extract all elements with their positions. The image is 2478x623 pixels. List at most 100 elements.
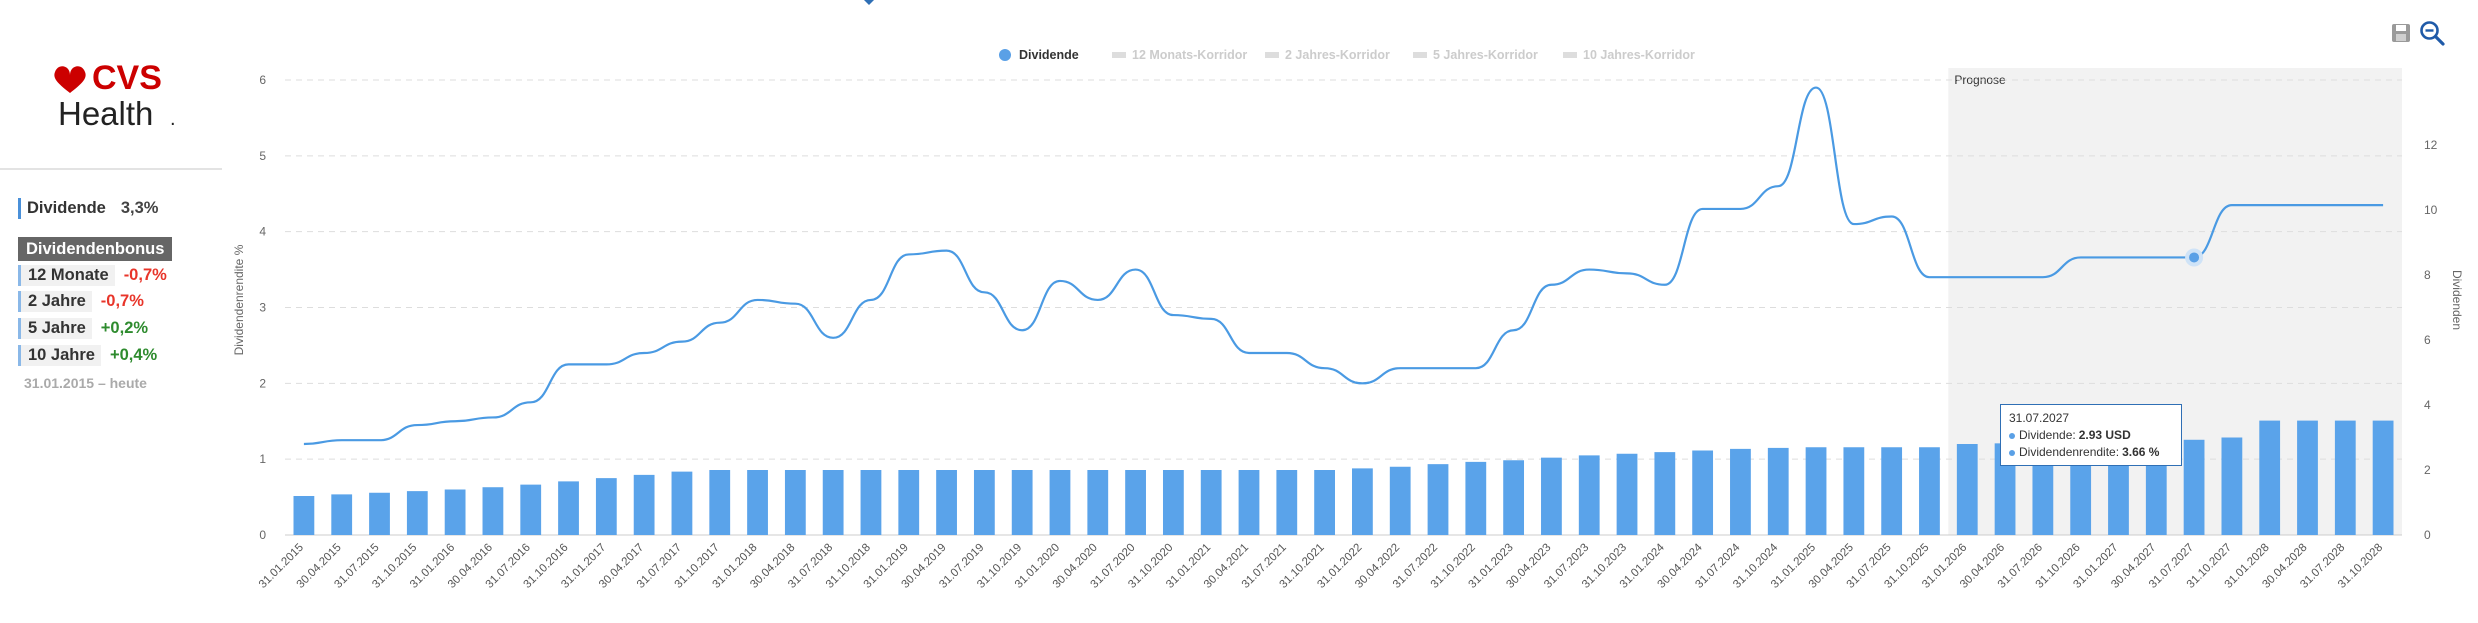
- dividend-bar: [1011, 470, 1033, 535]
- dividend-bar: [1162, 470, 1184, 535]
- dividend-bar: [973, 470, 995, 535]
- dividend-bar: [1956, 444, 1978, 535]
- left-panel: CVS Health . Dividende 3,3% Dividendenbo…: [0, 0, 222, 623]
- dividend-bars: [293, 420, 2394, 535]
- dividend-bar: [1125, 470, 1146, 535]
- dividend-bar: [1049, 470, 1071, 535]
- legend[interactable]: Dividende 12 Monats-Korridor 2 Jahres-Korr…: [999, 48, 1695, 62]
- dividend-bar: [1730, 448, 1751, 535]
- dividend-bar: [1578, 455, 1600, 535]
- divider: [0, 168, 222, 170]
- dividend-bar: [898, 470, 920, 535]
- yield-line: [303, 86, 2384, 446]
- dividend-bar: [331, 494, 353, 535]
- dividend-label: Dividende: [18, 197, 112, 219]
- bonus-row-value: +0,4%: [109, 345, 158, 364]
- dividend-bar: [860, 470, 882, 535]
- bonus-row-2y[interactable]: 2 Jahre -0,7%: [18, 290, 144, 312]
- left-axis: 0 1 2 3 4 5 6: [259, 73, 266, 542]
- dividend-bar: [1427, 464, 1449, 535]
- dividend-bar: [406, 491, 428, 535]
- dividend-bar: [1994, 443, 2016, 535]
- legend-label: 5 Jahres-Korridor: [1433, 48, 1538, 62]
- y-tick-label: 5: [259, 149, 266, 163]
- company-logo: CVS Health .: [50, 55, 185, 130]
- dividend-bar: [671, 471, 693, 535]
- bonus-title: Dividendenbonus: [18, 237, 173, 261]
- dividend-bar: [2334, 420, 2356, 535]
- dividend-bar: [1692, 450, 1714, 535]
- dividend-bar: [444, 489, 466, 535]
- bonus-row-12m[interactable]: 12 Monate -0,7%: [18, 264, 167, 286]
- bullet-icon: [2009, 432, 2015, 439]
- y-axis-label-right: Dividenden: [2450, 270, 2464, 330]
- bullet-icon: [2009, 449, 2015, 456]
- y-tick-label-right: 8: [2424, 268, 2431, 282]
- legend-swatch-icon: [1112, 52, 1126, 58]
- y-tick-label: 2: [259, 376, 266, 390]
- bonus-row-label: 5 Jahre: [18, 317, 92, 339]
- save-icon[interactable]: [2390, 22, 2412, 44]
- legend-item[interactable]: 5 Jahres-Korridor: [1413, 48, 1538, 62]
- dividend-bar: [1087, 470, 1109, 535]
- bonus-row-10y[interactable]: 10 Jahre +0,4%: [18, 344, 157, 366]
- dividend-bar: [520, 484, 542, 535]
- y-axis-label-left: Dividendenrendite %: [232, 244, 246, 355]
- dividend-bar: [1314, 470, 1335, 535]
- legend-swatch-icon: [1265, 52, 1279, 58]
- dividend-bar: [1654, 452, 1676, 535]
- y-tick-label: 4: [259, 225, 266, 239]
- dividend-bar: [369, 492, 390, 535]
- x-axis-labels: 31.01.201530.04.201531.07.201531.10.2015…: [257, 541, 2385, 591]
- dividend-bar: [1352, 468, 1373, 535]
- bonus-row-value: -0,7%: [100, 291, 144, 310]
- dividend-bar: [1767, 447, 1789, 535]
- bonus-row-5y[interactable]: 5 Jahre +0,2%: [18, 317, 148, 339]
- legend-item[interactable]: 12 Monats-Korridor: [1112, 48, 1247, 62]
- chevron-down-icon[interactable]: [862, 0, 876, 6]
- dividend-bar: [2259, 420, 2281, 535]
- legend-label: Dividende: [1019, 48, 1079, 62]
- dividend-bar: [1805, 447, 1827, 535]
- bonus-row-value: +0,2%: [100, 318, 149, 337]
- legend-label: 12 Monats-Korridor: [1132, 48, 1247, 62]
- dividend-bar: [1389, 466, 1411, 535]
- right-axis: 0 2 4 6 8 10 12: [2424, 138, 2438, 542]
- logo-top-text: CVS: [92, 59, 162, 97]
- dividend-bar: [2183, 439, 2205, 535]
- dividend-bar: [2297, 420, 2318, 535]
- legend-swatch-icon: [1413, 52, 1427, 58]
- legend-item[interactable]: 2 Jahres-Korridor: [1265, 48, 1390, 62]
- dividend-bar: [747, 470, 768, 535]
- legend-item[interactable]: Dividende: [999, 48, 1079, 62]
- bonus-row-label: 12 Monate: [18, 264, 115, 286]
- dividend-bar: [1465, 461, 1487, 535]
- period-label: 31.01.2015 – heute: [24, 375, 147, 391]
- dividend-bar: [822, 470, 844, 535]
- dividend-summary: Dividende 3,3%: [18, 197, 158, 219]
- legend-item[interactable]: 10 Jahres-Korridor: [1563, 48, 1695, 62]
- dividend-bar: [1541, 457, 1562, 535]
- tooltip-dividend: Dividende: 2.93 USD: [2009, 427, 2173, 444]
- legend-label: 10 Jahres-Korridor: [1583, 48, 1695, 62]
- grid: [285, 79, 2402, 536]
- y-tick-label-right: 6: [2424, 333, 2431, 347]
- tooltip-date: 31.07.2027: [2009, 411, 2070, 425]
- y-tick-label: 6: [259, 73, 266, 87]
- zoom-out-icon[interactable]: [2419, 20, 2445, 46]
- tooltip: 31.07.2027 Dividende: 2.93 USD Dividenden…: [2000, 404, 2182, 466]
- legend-swatch-icon: [1563, 52, 1577, 58]
- highlight-point[interactable]: [2185, 248, 2204, 267]
- svg-text:.: .: [170, 108, 176, 130]
- y-tick-label-right: 12: [2424, 138, 2438, 152]
- dividend-bar: [709, 470, 731, 535]
- dividend-bar: [1238, 470, 1260, 535]
- y-tick-label-right: 0: [2424, 528, 2431, 542]
- y-tick-label: 0: [259, 528, 266, 542]
- dividend-bar: [936, 470, 957, 535]
- dividend-bar: [633, 474, 655, 535]
- y-tick-label-right: 2: [2424, 463, 2431, 477]
- y-tick-label-right: 10: [2424, 203, 2438, 217]
- legend-dot-icon: [999, 49, 1011, 61]
